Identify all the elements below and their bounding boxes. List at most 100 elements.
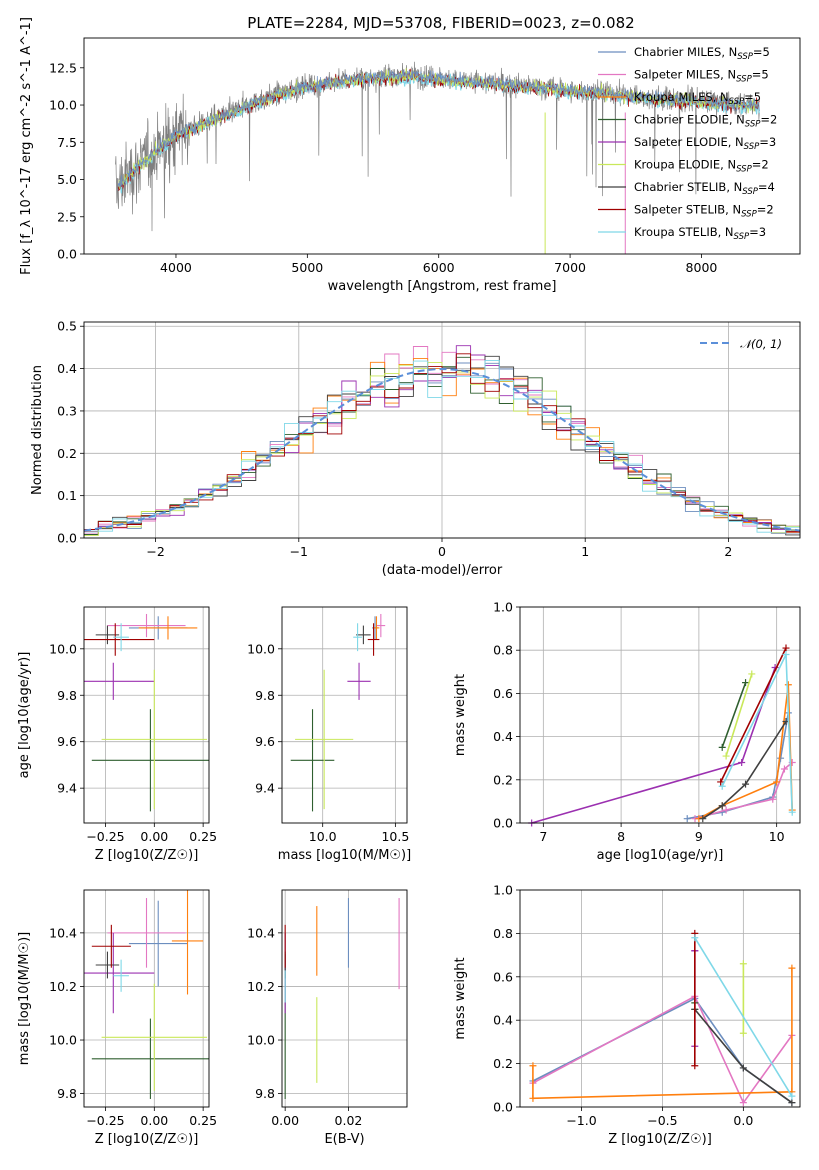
- y-axis-label: age [log10(age/yr)]: [17, 652, 32, 779]
- y-tick-label: 0.1: [57, 488, 77, 503]
- data-point: [113, 959, 129, 992]
- legend-entry: Chabrier MILES, NSSP=5: [634, 45, 770, 62]
- mass-weight-marker: [717, 778, 725, 786]
- data-point: [101, 983, 208, 1091]
- x-tick-label: 0.25: [189, 829, 217, 844]
- y-tick-label: 0.3: [57, 403, 77, 418]
- mass-weight-line: [721, 682, 747, 748]
- mass-weight-marker: [788, 1092, 796, 1100]
- massweight_vs_age-panel: 7 8 9 10 0.0 0.2 0.4 0.6 0.8 1.0 age [log10(age/yr…: [453, 600, 801, 863]
- mass-weight-marker: [722, 806, 730, 814]
- spectrum-model-line: [117, 68, 760, 191]
- histogram-step-line: [84, 360, 800, 534]
- mass-weight-line: [532, 968, 793, 1100]
- mass-weight-line: [719, 647, 787, 783]
- x-tick-label: −0.5: [647, 1113, 677, 1128]
- axes-frame: [281, 889, 408, 1108]
- mass-weight-marker: [739, 1099, 747, 1107]
- y-axis-label: mass weight: [453, 957, 468, 1039]
- y-tick-label: 0.0: [493, 816, 513, 831]
- data-point: [347, 662, 371, 700]
- y-tick-label: 0.0: [57, 531, 77, 546]
- data-point: [91, 709, 209, 812]
- y-tick-label: 9.6: [57, 734, 77, 749]
- y-tick-label: 0.8: [493, 926, 513, 941]
- data-point: [353, 623, 362, 652]
- y-tick-label: 0.2: [493, 772, 513, 787]
- y-tick-label: 0.6: [493, 969, 513, 984]
- legend-entry: Salpeter STELIB, NSSP=2: [634, 203, 774, 220]
- x-tick-label: 1: [581, 544, 589, 559]
- x-tick-label: 8000: [686, 260, 718, 275]
- y-tick-label: 0.8: [493, 643, 513, 658]
- mass-weight-marker: [739, 1064, 747, 1072]
- data-point: [171, 890, 204, 995]
- data-point: [95, 951, 120, 979]
- y-tick-label: 5.0: [57, 172, 77, 187]
- x-tick-label: 0: [438, 544, 446, 559]
- y-tick-label: 9.8: [57, 688, 77, 703]
- x-tick-label: −1: [290, 544, 308, 559]
- x-tick-label: −0.25: [86, 829, 124, 844]
- x-axis-label: age [log10(age/yr)]: [597, 848, 724, 863]
- legend-entry: Chabrier STELIB, NSSP=4: [634, 180, 775, 197]
- mass-weight-marker: [718, 802, 726, 810]
- y-tick-label: 0.2: [493, 1056, 513, 1071]
- legend-entry: Kroupa STELIB, NSSP=3: [634, 225, 766, 242]
- y-tick-label: 12.5: [49, 60, 77, 75]
- legend-entry: Chabrier ELODIE, NSSP=2: [634, 113, 777, 130]
- data-point: [91, 924, 131, 968]
- x-tick-label: 6000: [423, 260, 455, 275]
- y-tick-label: 0.2: [57, 446, 77, 461]
- y-tick-label: 0.6: [493, 686, 513, 701]
- gaussian-curve: [84, 367, 800, 532]
- x-tick-label: 2: [724, 544, 732, 559]
- x-axis-label: Z [log10(Z/Z☉)]: [95, 848, 199, 863]
- y-tick-label: 10.0: [49, 1033, 77, 1048]
- y-tick-label: 0.4: [493, 1013, 513, 1028]
- y-tick-label: 9.8: [255, 1086, 275, 1101]
- y-tick-label: 10.4: [247, 925, 275, 940]
- y-tick-label: 10.0: [247, 1033, 275, 1048]
- y-tick-label: 10.4: [49, 925, 77, 940]
- y-tick-label: 9.8: [255, 688, 275, 703]
- mass-weight-marker: [748, 670, 756, 678]
- mass-weight-marker: [691, 1062, 699, 1070]
- mass-weight-marker: [773, 778, 781, 786]
- y-tick-label: 0.0: [57, 247, 77, 262]
- x-tick-label: 0.02: [335, 1113, 363, 1128]
- mass-weight-marker: [718, 743, 726, 751]
- y-tick-label: 2.5: [57, 209, 77, 224]
- data-point: [295, 669, 354, 810]
- data-point: [128, 900, 188, 987]
- y-axis-label: mass [log10(M/M☉)]: [17, 932, 32, 1065]
- data-point: [113, 623, 129, 652]
- mass-weight-marker: [722, 752, 730, 760]
- mass-weight-marker: [738, 759, 746, 767]
- x-tick-label: −0.25: [86, 1113, 124, 1128]
- residuals-panel: −2 −1 0 1 2 0.0 0.1 0.2 0.3 0.4 0.5 (data-model)/er…: [30, 319, 801, 578]
- spectrum-model-line: [117, 69, 760, 188]
- data-point: [84, 623, 155, 656]
- y-tick-label: 10.0: [49, 641, 77, 656]
- mass-weight-marker: [529, 1094, 537, 1102]
- data-point: [367, 623, 380, 656]
- mass-weight-line: [702, 721, 787, 820]
- x-tick-label: 0.00: [271, 1113, 299, 1128]
- y-tick-label: 9.4: [255, 781, 275, 796]
- age_vs_mass-panel: 10.0 10.5 9.4 9.6 9.8 10.0 mass [log10(M/M☉)]: [247, 606, 411, 863]
- x-axis-label: E(B-V): [324, 1132, 364, 1147]
- y-tick-label: 10.0: [49, 98, 77, 113]
- y-axis-label: mass weight: [453, 674, 468, 756]
- axes-frame: [83, 321, 801, 539]
- massweight_vs_Z-panel: −1.0 −0.5 0.0 0.0 0.2 0.4 0.6 0.8 1.0 Z [log10(Z/…: [453, 883, 801, 1147]
- mass-weight-marker: [782, 651, 790, 659]
- data-point: [107, 898, 186, 968]
- mass-weight-marker: [718, 782, 726, 790]
- figure-title: PLATE=2284, MJD=53708, FIBERID=0023, z=0…: [247, 14, 634, 32]
- mass-weight-line: [725, 673, 753, 757]
- legend-entry: Salpeter ELODIE, NSSP=3: [634, 135, 776, 152]
- x-tick-label: 9: [695, 829, 703, 844]
- mass-weight-marker: [739, 960, 747, 968]
